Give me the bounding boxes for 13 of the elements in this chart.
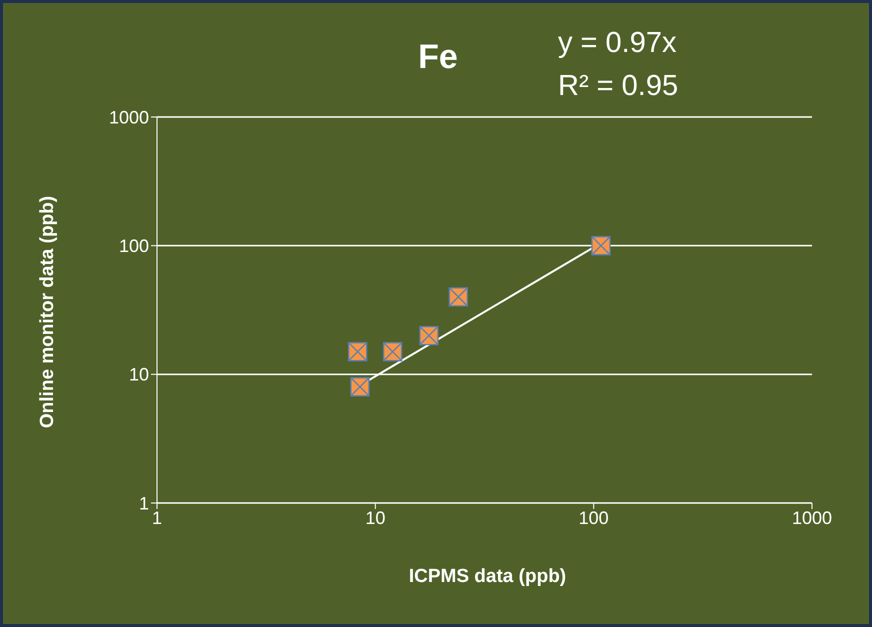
x-tick-label: 1000 [792,508,832,528]
y-tick-label: 10 [128,364,149,385]
chart-title: Fe [417,38,459,77]
y-tick-label: 1 [138,493,149,514]
text: y = 0.97x [558,27,676,60]
y-axis-title: Online monitor data (ppb) [37,194,59,430]
x-tick-label: 10 [365,508,386,528]
y-tick-label: 100 [118,236,149,256]
x-tick-label: 1 [152,508,162,528]
x-tick-label: 100 [578,508,609,528]
y-tick-label: 1000 [108,107,149,128]
text: R² = 0.95 [558,70,678,103]
x-axis-title: ICPMS data (ppb) [408,566,568,588]
